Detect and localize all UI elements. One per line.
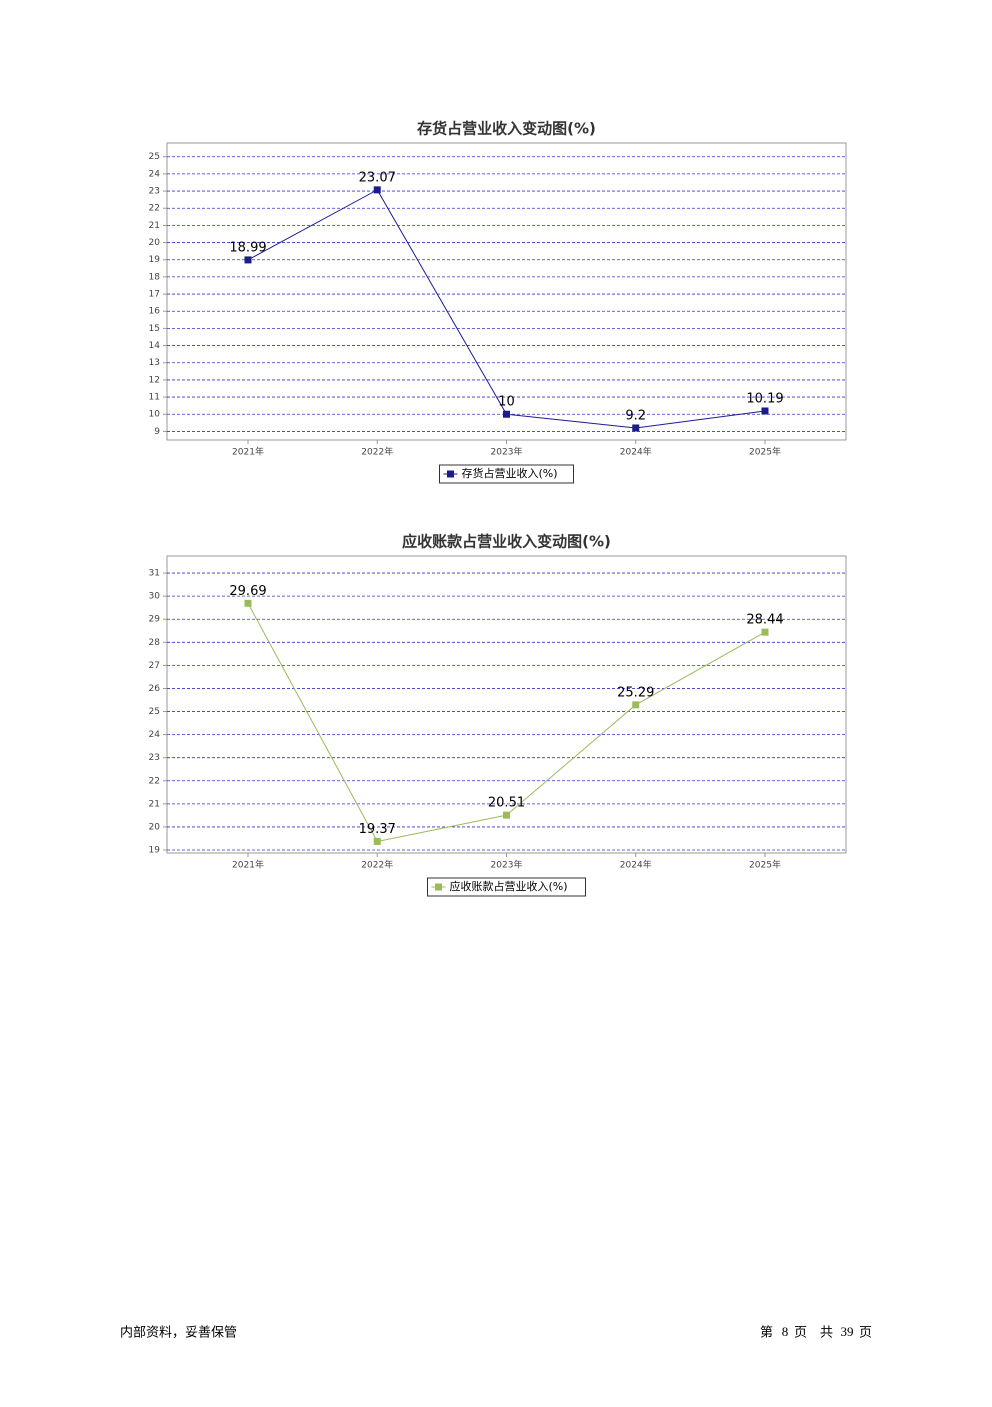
- x-tick-label: 2023年: [491, 859, 523, 871]
- data-point: [373, 186, 381, 194]
- data-label: 10: [498, 395, 515, 410]
- data-label: 9.2: [625, 408, 646, 423]
- legend-label: 存货占营业收入(%): [462, 466, 558, 480]
- data-label: 29.69: [229, 584, 266, 599]
- footer-page: 8: [782, 1324, 789, 1339]
- x-tick-label: 2022年: [361, 446, 393, 458]
- footer-text: 页: [794, 1326, 807, 1341]
- y-tick-label: 19: [149, 846, 161, 856]
- data-label: 18.99: [229, 240, 266, 255]
- footer-text: 页: [859, 1326, 872, 1341]
- chart-title: 应收账款占营业收入变动图(%): [402, 533, 611, 551]
- y-tick-label: 21: [149, 799, 160, 809]
- footer-text: 共: [820, 1326, 833, 1341]
- legend-marker: [447, 470, 454, 478]
- y-tick-label: 10: [149, 410, 161, 420]
- y-tick-label: 27: [149, 661, 160, 671]
- y-tick-label: 30: [149, 592, 161, 602]
- data-label: 28.44: [746, 613, 783, 628]
- plot-area: [166, 142, 847, 441]
- y-tick-label: 12: [149, 375, 160, 385]
- y-tick-label: 15: [149, 324, 160, 334]
- x-tick-label: 2024年: [620, 446, 652, 458]
- x-tick-label: 2025年: [749, 859, 781, 871]
- data-point: [503, 811, 510, 819]
- y-tick-label: 17: [149, 290, 160, 300]
- chart-title: 存货占营业收入变动图(%): [417, 120, 596, 138]
- y-tick-label: 16: [149, 307, 161, 317]
- legend-label: 应收账款占营业收入(%): [450, 879, 568, 893]
- legend-box: [427, 877, 586, 897]
- data-point: [761, 628, 769, 636]
- x-tick-label: 2021年: [232, 859, 264, 871]
- y-tick-label: 14: [149, 341, 161, 351]
- y-tick-label: 25: [149, 152, 160, 162]
- y-tick-label: 29: [149, 615, 161, 625]
- data-point: [632, 701, 640, 709]
- y-tick-label: 22: [149, 776, 160, 786]
- data-point: [373, 837, 381, 845]
- y-tick-label: 13: [149, 358, 160, 368]
- data-point: [503, 410, 510, 418]
- footer-left: 内部资料，妥善保管: [120, 1325, 237, 1341]
- y-tick-label: 9: [154, 427, 160, 437]
- y-tick-label: 11: [149, 393, 160, 403]
- data-point: [632, 424, 640, 432]
- x-tick-label: 2025年: [749, 446, 781, 458]
- legend-marker: [435, 883, 442, 891]
- y-tick-label: 31: [149, 569, 160, 579]
- y-tick-label: 20: [149, 822, 161, 832]
- x-tick-label: 2022年: [361, 859, 393, 871]
- data-label: 19.37: [359, 822, 396, 837]
- data-point: [244, 256, 252, 264]
- footer-total: 39: [841, 1324, 854, 1339]
- x-tick-label: 2024年: [620, 859, 652, 871]
- y-tick-label: 24: [149, 730, 161, 740]
- data-label: 23.07: [359, 170, 396, 185]
- y-tick-label: 23: [149, 187, 160, 197]
- data-point: [244, 599, 252, 607]
- y-tick-label: 21: [149, 221, 160, 231]
- y-tick-label: 25: [149, 707, 160, 717]
- data-label: 25.29: [617, 685, 654, 700]
- y-tick-label: 28: [149, 638, 161, 648]
- data-label: 20.51: [488, 796, 525, 811]
- data-point: [761, 407, 769, 415]
- y-tick-label: 23: [149, 753, 160, 763]
- x-tick-label: 2023年: [491, 446, 523, 458]
- y-tick-label: 26: [149, 684, 161, 694]
- y-tick-label: 22: [149, 204, 160, 214]
- y-tick-label: 20: [149, 238, 161, 248]
- y-tick-label: 19: [149, 255, 161, 265]
- y-tick-label: 18: [149, 272, 161, 282]
- legend-box: [439, 464, 574, 484]
- y-tick-label: 24: [149, 169, 161, 179]
- footer-text: 第: [760, 1326, 773, 1341]
- x-tick-label: 2021年: [232, 446, 264, 458]
- data-label: 10.19: [746, 391, 783, 406]
